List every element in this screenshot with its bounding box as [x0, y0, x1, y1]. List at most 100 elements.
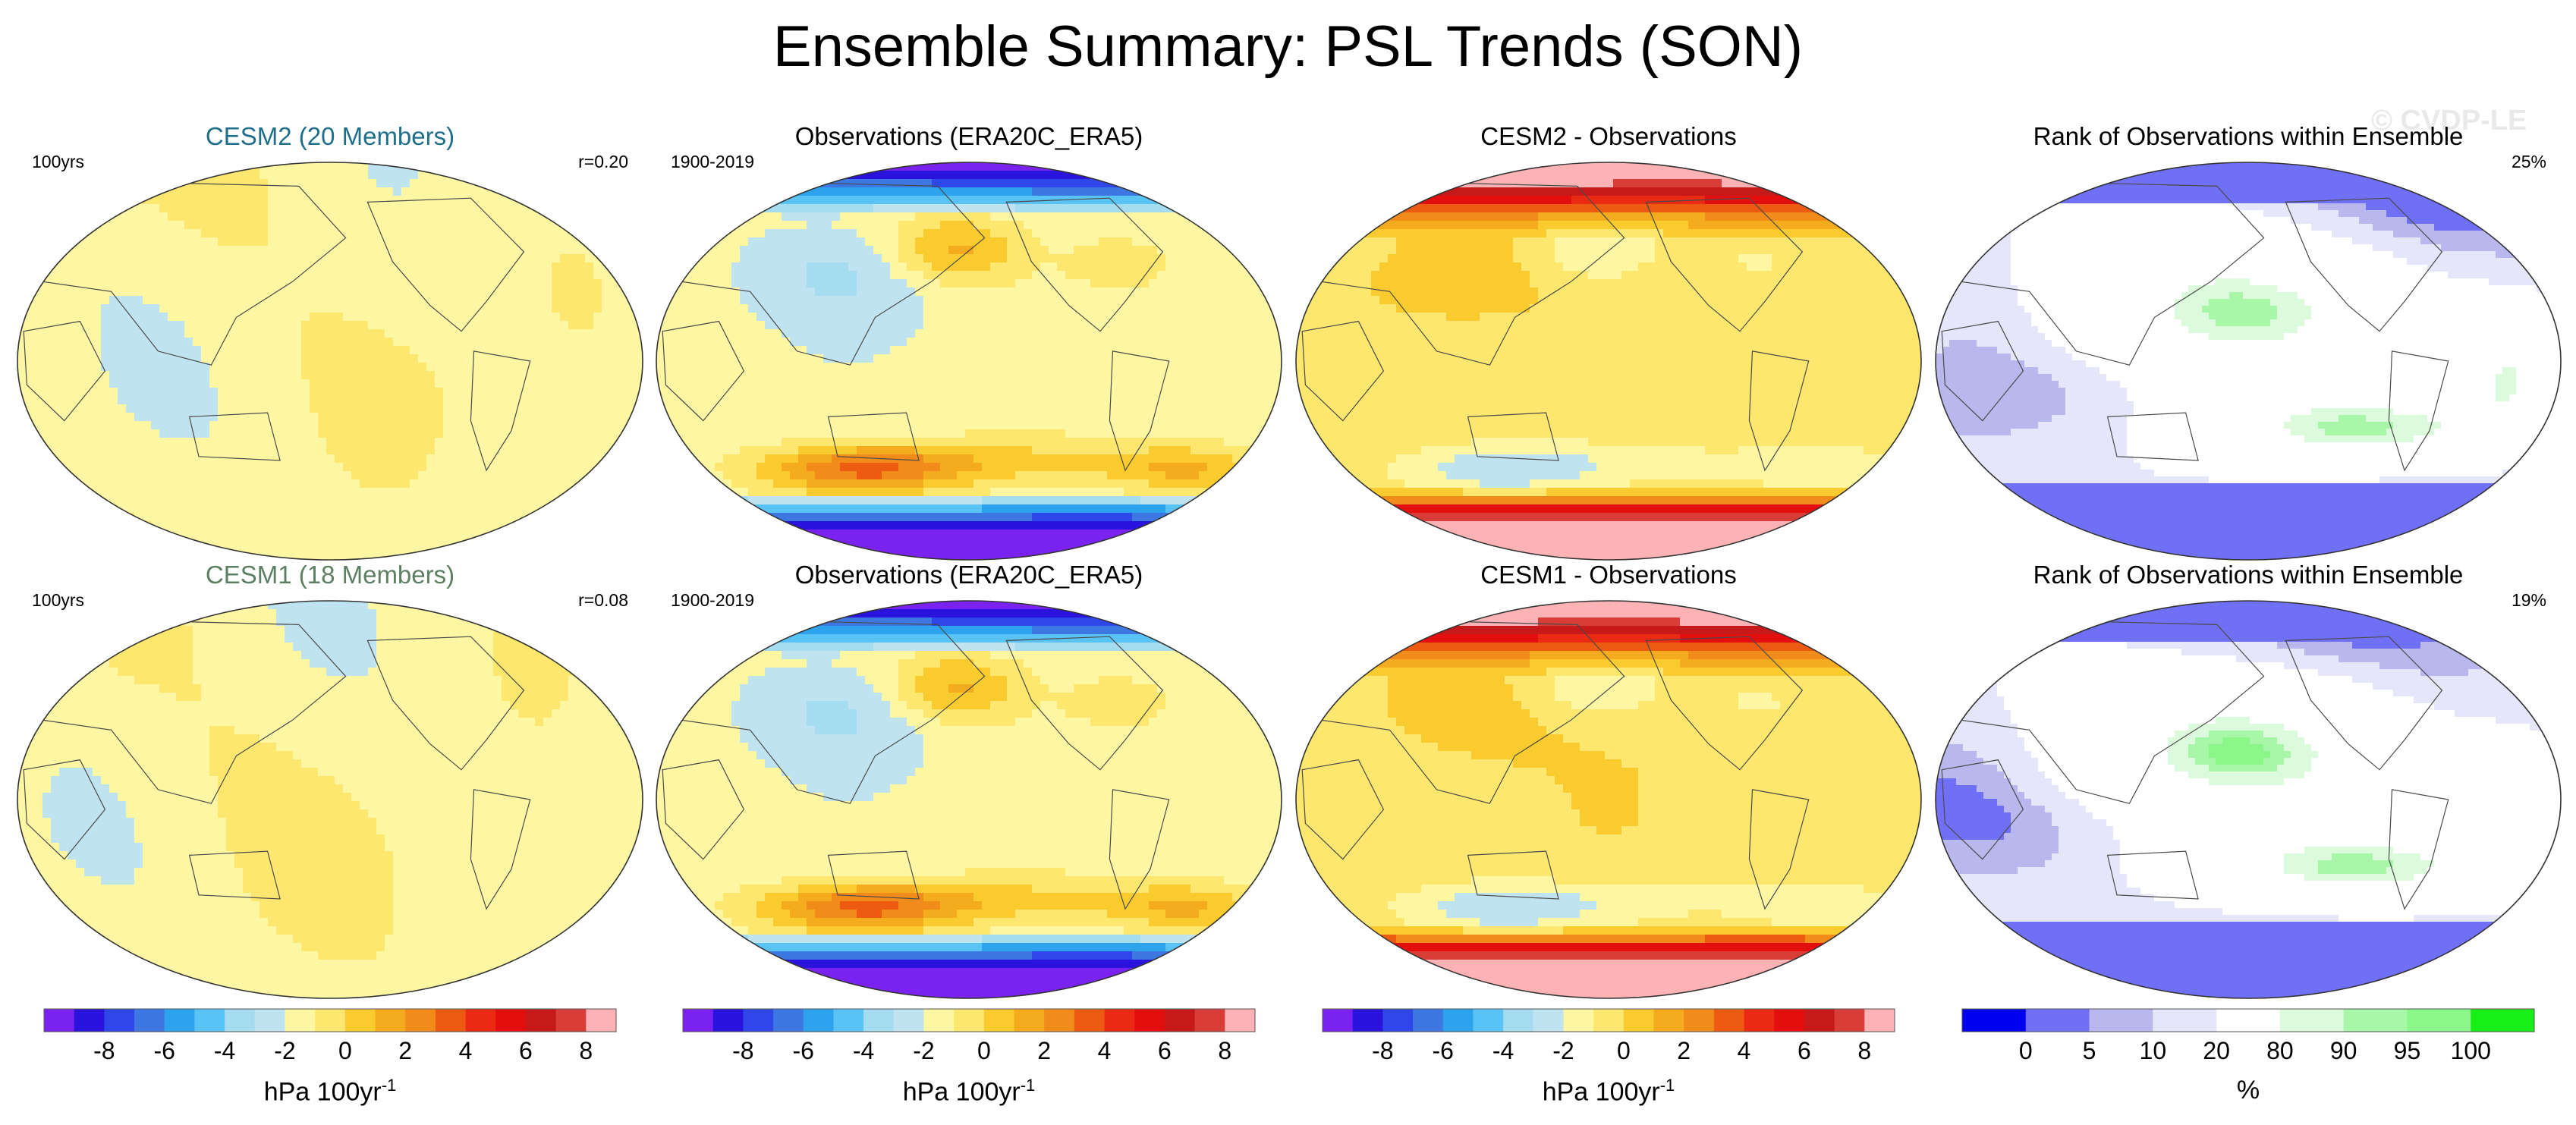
panel-cesm2-minus-obs: CESM2 - Observations [1294, 121, 1923, 561]
colorbar-swatch [1834, 1009, 1865, 1032]
colorbar-swatch [1713, 1009, 1745, 1032]
colorbar-tick-label: 95 [2394, 1037, 2421, 1064]
map-cesm1_diff [1295, 600, 1922, 999]
colorbar-swatch [1194, 1009, 1225, 1032]
colorbar-swatch [134, 1009, 165, 1032]
colorbar-swatch [712, 1009, 744, 1032]
colorbar-swatch [863, 1009, 895, 1032]
colorbar-tick-label: 2 [1037, 1037, 1051, 1064]
colorbar-tick-label: 80 [2266, 1037, 2294, 1064]
colorbar-swatch [525, 1009, 557, 1032]
map-field-cells [17, 162, 643, 560]
colorbar-swatch [803, 1009, 834, 1032]
map-field-cells [1936, 162, 2561, 560]
colorbar-swatch [1962, 1009, 2027, 1032]
colorbar-swatch [1134, 1009, 1165, 1032]
coastlines [1301, 620, 1810, 910]
colorbar-swatch [1104, 1009, 1135, 1032]
colorbar-swatch [2279, 1009, 2345, 1032]
colorbar-swatch [1044, 1009, 1075, 1032]
colorbar-swatch [1225, 1009, 1256, 1032]
colorbar-swatch [164, 1009, 195, 1032]
colorbar-tick-label: 4 [1738, 1037, 1751, 1064]
colorbar-tick-label: 6 [1158, 1037, 1172, 1064]
colorbar-swatch [375, 1009, 406, 1032]
colorbar-swatch [435, 1009, 467, 1032]
colorbar-tick-label: 8 [579, 1037, 593, 1064]
panel-title: Rank of Observations within Ensemble [1933, 121, 2563, 152]
colorbar-unit-label: % [1933, 1076, 2563, 1105]
colorbar-trend: -8 -6 -4 -2 0 2 4 6 8 hPa 100yr-1 [15, 1003, 645, 1117]
colorbar-tick-label: -4 [853, 1037, 874, 1064]
panel-title: Rank of Observations within Ensemble [1933, 560, 2563, 590]
colorbar-swatch [2089, 1009, 2153, 1032]
colorbar-swatch [1744, 1009, 1775, 1032]
figure-title: Ensemble Summary: PSL Trends (SON) [0, 11, 2576, 83]
colorbar-tick-label: 0 [1617, 1037, 1631, 1064]
panel-title: Observations (ERA20C_ERA5) [654, 121, 1284, 152]
colorbar-swatch [2407, 1009, 2471, 1032]
map-border [1295, 162, 1922, 561]
colorbar-tick-label: 2 [1677, 1037, 1691, 1064]
colorbar-swatch [1533, 1009, 1564, 1032]
colorbar-swatch [315, 1009, 346, 1032]
map-field-cells [656, 601, 1282, 998]
colorbar-tick-label: -6 [793, 1037, 814, 1064]
panel-period-label: 1900-2019 [671, 590, 754, 611]
colorbar-swatch [1563, 1009, 1594, 1032]
colorbar-swatches: 0 5 10 20 80 90 95 100 [1961, 1008, 2535, 1064]
colorbar-swatch [893, 1009, 924, 1032]
colorbar-swatch [1323, 1009, 1354, 1032]
map-field-cells [1936, 601, 2561, 998]
coastlines [23, 181, 531, 472]
panel-title: CESM1 (18 Members) [15, 560, 645, 590]
colorbar-tick-label: 8 [1857, 1037, 1871, 1064]
colorbar-rank: 0 5 10 20 80 90 95 100 % [1933, 1003, 2563, 1117]
colorbar-swatch [2343, 1009, 2408, 1032]
colorbar-swatch [1413, 1009, 1444, 1032]
panel-correlation-label: r=0.20 [578, 152, 628, 172]
colorbar-tick-label: -8 [732, 1037, 753, 1064]
colorbar-tick-label: 20 [2203, 1037, 2230, 1064]
colorbar-swatch [2153, 1009, 2217, 1032]
colorbar-tick-label: -2 [274, 1037, 295, 1064]
coastlines [23, 620, 531, 910]
coastlines [662, 620, 1170, 910]
colorbar-swatch [405, 1009, 436, 1032]
colorbar-tick-label: 100 [2451, 1037, 2491, 1064]
map-border [17, 600, 643, 999]
map-field-cells [17, 601, 643, 998]
colorbar-tick-label: 6 [1798, 1037, 1811, 1064]
map-border [1295, 600, 1922, 999]
colorbar-tick-label: -2 [1552, 1037, 1574, 1064]
colorbar-swatch [74, 1009, 105, 1032]
coastlines [1941, 181, 2449, 472]
panel-title: CESM2 (20 Members) [15, 121, 645, 152]
panel-period-label: 100yrs [32, 590, 84, 611]
colorbar-swatch [1473, 1009, 1504, 1032]
colorbar-swatch [1623, 1009, 1655, 1032]
colorbar-swatch [285, 1009, 316, 1032]
map-obs [656, 162, 1282, 561]
colorbar-tick-label: -8 [93, 1037, 115, 1064]
colorbar-swatch [1352, 1009, 1383, 1032]
colorbar-swatch [954, 1009, 985, 1032]
watermark: © CVDP-LE [2371, 105, 2527, 137]
map-border [656, 600, 1282, 999]
map-border [656, 162, 1282, 561]
panel-period-label: 1900-2019 [671, 152, 754, 172]
coastlines [1941, 620, 2449, 910]
colorbar-tick-label: 4 [459, 1037, 473, 1064]
coastlines [662, 181, 1170, 472]
colorbar-swatch [1864, 1009, 1895, 1032]
colorbar-swatch [773, 1009, 804, 1032]
panel-observations: Observations (ERA20C_ERA5) 1900-2019 [654, 121, 1284, 561]
colorbar-tick-label: 2 [398, 1037, 412, 1064]
colorbar-swatch [683, 1009, 714, 1032]
colorbar-tick-label: -4 [1492, 1037, 1514, 1064]
panel-cesm1-mean: CESM1 (18 Members) 100yrs r=0.08 [15, 560, 645, 999]
panel-cesm1-minus-obs: CESM1 - Observations [1294, 560, 1923, 999]
map-border [1935, 600, 2562, 999]
colorbar-tick-label: -2 [913, 1037, 934, 1064]
